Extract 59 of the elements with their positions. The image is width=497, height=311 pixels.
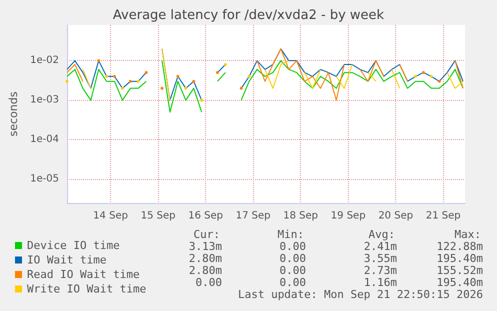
- point: [430, 74, 433, 78]
- point: [97, 59, 100, 62]
- x-tick-label: 14 Sep: [93, 210, 128, 222]
- point: [128, 80, 132, 83]
- text: 2.80m: [188, 264, 222, 277]
- point: [248, 74, 251, 78]
- text: 0.00: [280, 276, 306, 289]
- x-tick-label: 20 Sep: [378, 210, 414, 222]
- x-tick-label: 21 Sep: [426, 210, 461, 222]
- point: [200, 98, 204, 102]
- text: 1.16m: [364, 276, 398, 289]
- text: 2.73m: [364, 264, 398, 277]
- text: 3.13m: [188, 240, 222, 253]
- text: Last update: Mon Sep 21 22:50:15 2026: [238, 288, 483, 301]
- text: 0.00: [196, 276, 222, 289]
- legend-label: Read IO Wait time: [27, 268, 140, 281]
- text: Max:: [454, 228, 481, 241]
- point: [144, 71, 148, 74]
- point: [113, 74, 116, 78]
- point: [184, 86, 188, 90]
- y-tick-label: 1e-02: [30, 55, 59, 66]
- point: [192, 80, 196, 83]
- text: Min:: [278, 228, 304, 241]
- point: [240, 86, 243, 90]
- point: [422, 71, 425, 74]
- text: 0.00: [280, 252, 306, 265]
- x-tick-label: 19 Sep: [330, 210, 366, 222]
- point: [160, 86, 164, 90]
- point: [216, 71, 219, 74]
- y-axis-title: seconds: [7, 91, 20, 136]
- text: 122.88m: [436, 240, 484, 253]
- x-tick-label: 16 Sep: [188, 210, 223, 222]
- text: 155.52m: [436, 264, 484, 277]
- text: 0.00: [280, 240, 306, 253]
- text: Cur:: [194, 228, 220, 241]
- y-tick-label: 1e-03: [30, 94, 59, 106]
- text: 2.80m: [188, 252, 222, 265]
- text: 0.00: [280, 264, 306, 277]
- chart-title: Average latency for /dev/xvda2 - by week: [112, 8, 385, 23]
- x-tick-label: 18 Sep: [283, 210, 318, 222]
- x-tick-label: 17 Sep: [236, 210, 271, 222]
- point: [105, 74, 108, 78]
- text: Avg:: [368, 228, 395, 241]
- text: 195.40m: [436, 252, 484, 265]
- text: 3.55m: [364, 252, 398, 265]
- y-tick-label: 1e-04: [30, 134, 59, 146]
- point: [224, 63, 227, 66]
- text: 2.41m: [364, 240, 398, 253]
- legend-label: Write IO Wait time: [27, 282, 146, 296]
- x-tick-label: 15 Sep: [140, 210, 176, 222]
- point: [120, 86, 124, 90]
- point: [66, 80, 68, 83]
- text: 195.40m: [436, 276, 484, 289]
- point: [136, 80, 140, 83]
- point: [414, 74, 417, 78]
- legend-label: IO Wait time: [27, 254, 106, 266]
- legend-label: Device IO time: [27, 239, 120, 252]
- y-tick-label: 1e-05: [30, 174, 59, 185]
- point: [176, 74, 180, 78]
